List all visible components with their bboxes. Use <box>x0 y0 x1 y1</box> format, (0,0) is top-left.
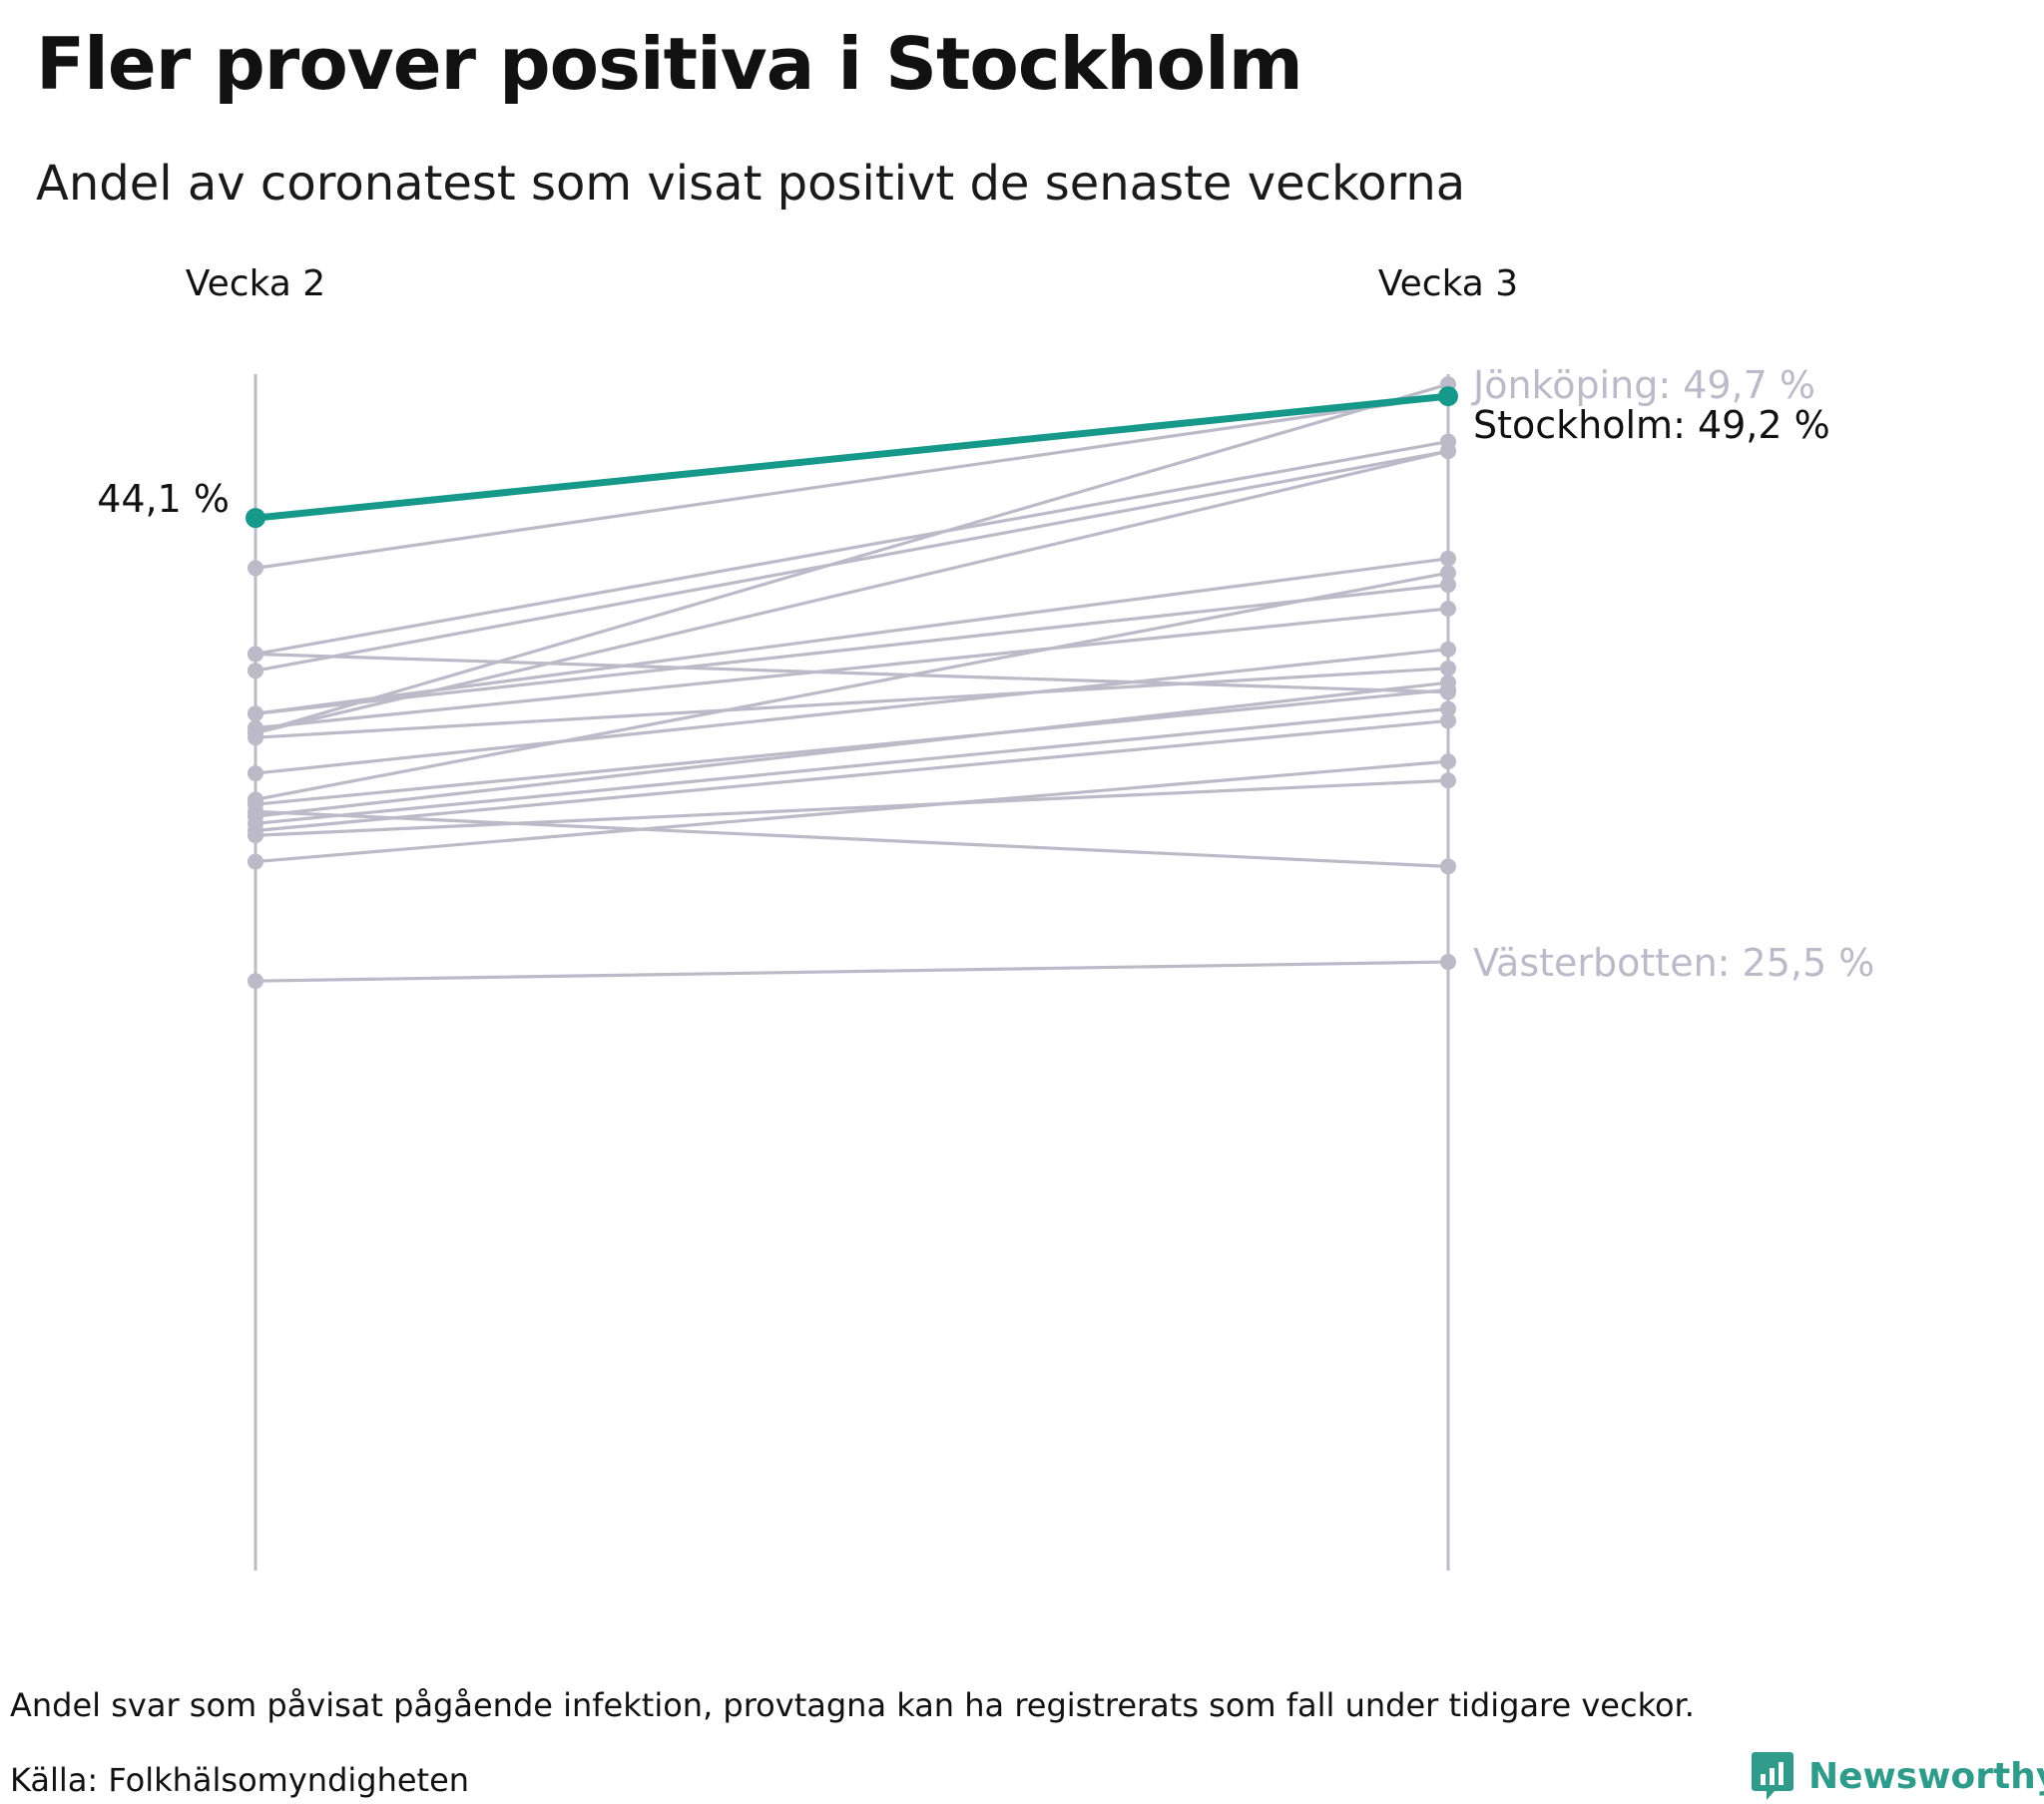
vasterbotten-label: Västerbotten: 25,5 % <box>1473 941 1874 985</box>
chart-subtitle: Andel av coronatest som visat positivt d… <box>36 156 1466 212</box>
category-label-week-3: Vecka 3 <box>1378 263 1518 304</box>
data-point-region-19-week-3 <box>1440 772 1456 789</box>
series-line-jonkoping <box>254 382 1450 735</box>
data-point-region-10-week-3 <box>1440 601 1456 618</box>
data-point-region-17-week-2 <box>248 853 263 870</box>
data-point-region-4-week-2 <box>248 663 263 679</box>
data-point-region-15-week-3 <box>1440 700 1456 717</box>
data-point-region-19-week-2 <box>248 827 263 844</box>
series-line-region-19 <box>254 778 1450 837</box>
series-line-region-7 <box>254 557 1450 715</box>
series-lines <box>252 382 1452 983</box>
data-point-region-12-week-2 <box>248 729 263 746</box>
chart-title: Fler prover positiva i Stockholm <box>36 22 1303 106</box>
data-point-region-6-week-3 <box>1440 443 1456 460</box>
source-note: Källa: Folkhälsomyndigheten <box>10 1761 470 1799</box>
series-line-vasterbotten <box>254 960 1450 983</box>
data-point-region-11-week-2 <box>248 765 263 782</box>
data-point-stockholm-week-2 <box>246 508 265 529</box>
series-line-region-16 <box>254 718 1450 833</box>
data-point-region-18-week-3 <box>1440 858 1456 875</box>
data-point-stockholm-week-3 <box>1438 386 1458 407</box>
stockholm-label: Stockholm: 49,2 % <box>1473 403 1830 447</box>
jonkoping-label: Jönköping: 49,7 % <box>1471 363 1815 407</box>
series-line-region-3 <box>254 439 1450 657</box>
category-label-week-2: Vecka 2 <box>186 263 325 304</box>
series-line-region-2 <box>254 394 1450 570</box>
series-line-region-5 <box>254 652 1450 694</box>
series-line-region-10 <box>254 607 1450 730</box>
series-line-stockholm <box>252 392 1452 522</box>
data-point-vasterbotten-week-3 <box>1440 954 1456 971</box>
data-point-region-8-week-2 <box>248 705 263 722</box>
data-point-region-2-week-2 <box>248 560 263 577</box>
data-point-region-12-week-3 <box>1440 660 1456 676</box>
series-line-region-18 <box>254 809 1450 868</box>
data-point-vasterbotten-week-2 <box>248 973 263 990</box>
data-point-region-11-week-3 <box>1440 641 1456 658</box>
slope-chart: Vecka 2 Vecka 3 44,1 % Jönköping: 49,7 %… <box>97 263 1874 1571</box>
series-line-region-13 <box>254 687 1450 806</box>
data-point-region-7-week-3 <box>1440 550 1456 567</box>
brand-logo: Newsworthy <box>1751 1748 2044 1804</box>
data-point-region-16-week-3 <box>1440 712 1456 729</box>
stockholm-week-2-value-label: 44,1 % <box>97 477 230 521</box>
series-line-region-6 <box>254 449 1450 735</box>
data-point-region-8-week-3 <box>1440 577 1456 594</box>
series-line-region-8 <box>254 583 1450 715</box>
series-points <box>246 376 1458 990</box>
series-line-region-4 <box>254 449 1450 673</box>
series-line-region-15 <box>254 706 1450 825</box>
series-line-region-17 <box>254 759 1450 864</box>
brand-name: Newsworthy <box>1808 1755 2044 1797</box>
data-point-region-14-week-3 <box>1440 675 1456 691</box>
data-point-region-18-week-2 <box>248 803 263 820</box>
series-line-region-12 <box>254 667 1450 739</box>
data-point-region-5-week-2 <box>248 646 263 663</box>
data-point-region-17-week-3 <box>1440 753 1456 770</box>
series-line-region-11 <box>254 648 1450 775</box>
series-line-region-9 <box>254 571 1450 801</box>
data-point-region-9-week-3 <box>1440 565 1456 582</box>
footnote: Andel svar som påvisat pågående infektio… <box>10 1686 1695 1724</box>
newsworthy-logo-icon <box>1752 1752 1793 1800</box>
series-line-region-14 <box>254 680 1450 818</box>
